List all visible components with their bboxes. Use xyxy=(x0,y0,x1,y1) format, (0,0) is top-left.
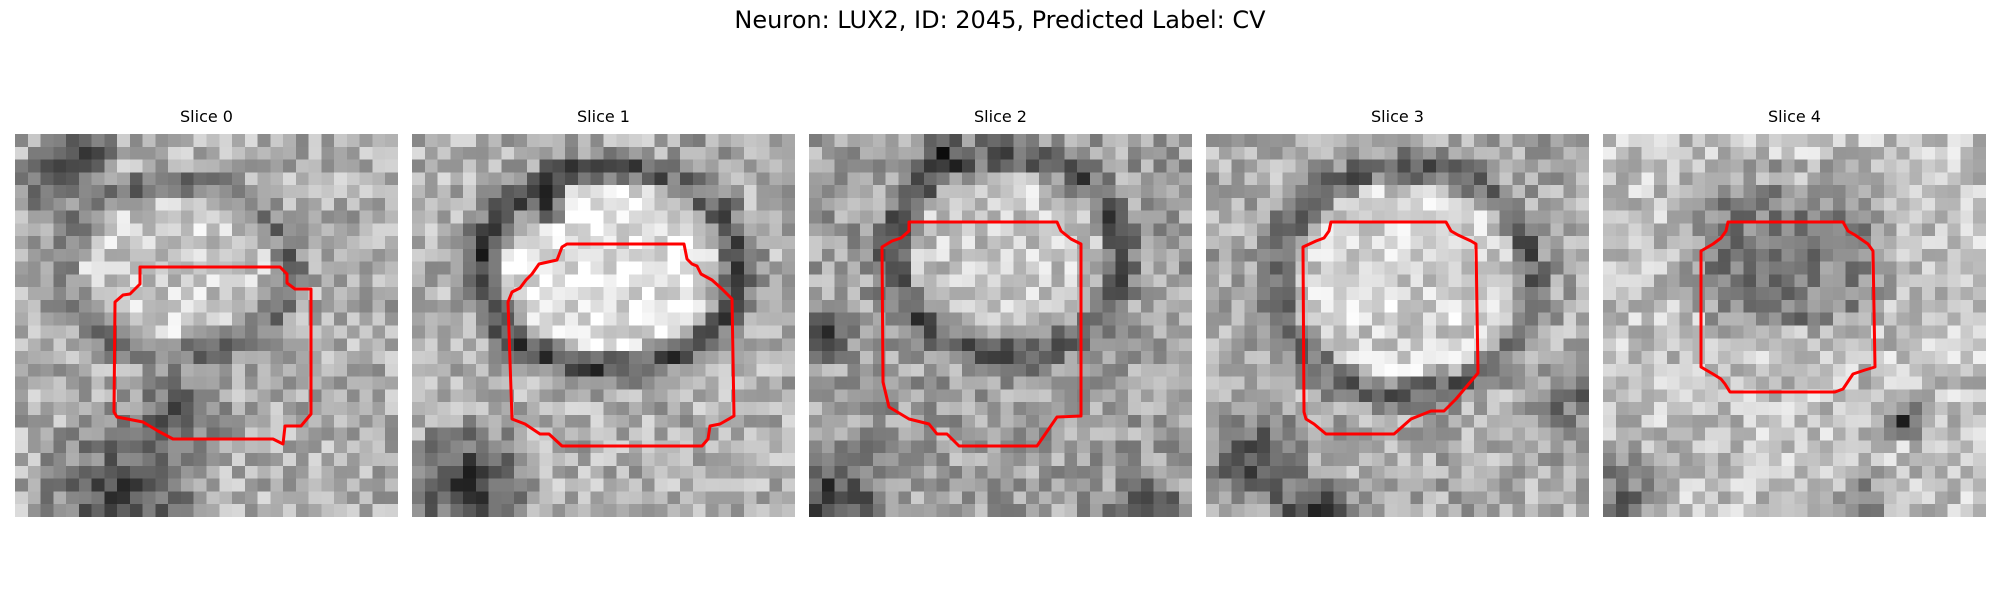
contour-overlay xyxy=(880,220,1083,448)
segmentation-contour xyxy=(1699,220,1877,394)
segmentation-contour xyxy=(1301,220,1480,436)
contour-overlay xyxy=(112,265,313,446)
slice-panel-2: Slice 2 xyxy=(809,107,1192,517)
slice-panel-3: Slice 3 xyxy=(1206,107,1589,517)
contour-overlay xyxy=(1699,220,1877,394)
contour-overlay xyxy=(506,242,736,448)
slice-title: Slice 3 xyxy=(1371,107,1424,126)
slice-title: Slice 4 xyxy=(1768,107,1821,126)
segmentation-contour xyxy=(506,242,736,448)
grayscale-image xyxy=(15,134,398,517)
grayscale-image xyxy=(1206,134,1589,517)
slice-panel-0: Slice 0 xyxy=(15,107,398,517)
slice-image xyxy=(15,134,398,517)
slice-title: Slice 1 xyxy=(577,107,630,126)
segmentation-contour xyxy=(112,265,313,446)
slice-image xyxy=(809,134,1192,517)
slice-title: Slice 0 xyxy=(180,107,233,126)
slice-image xyxy=(1206,134,1589,517)
slice-image xyxy=(412,134,795,517)
contour-overlay xyxy=(1301,220,1480,436)
slice-title: Slice 2 xyxy=(974,107,1027,126)
slice-image xyxy=(1603,134,1986,517)
grayscale-image xyxy=(1603,134,1986,517)
slice-panel-4: Slice 4 xyxy=(1603,107,1986,517)
figure-title: Neuron: LUX2, ID: 2045, Predicted Label:… xyxy=(734,6,1266,34)
slice-panel-1: Slice 1 xyxy=(412,107,795,517)
grayscale-image xyxy=(809,134,1192,517)
segmentation-contour xyxy=(880,220,1083,448)
